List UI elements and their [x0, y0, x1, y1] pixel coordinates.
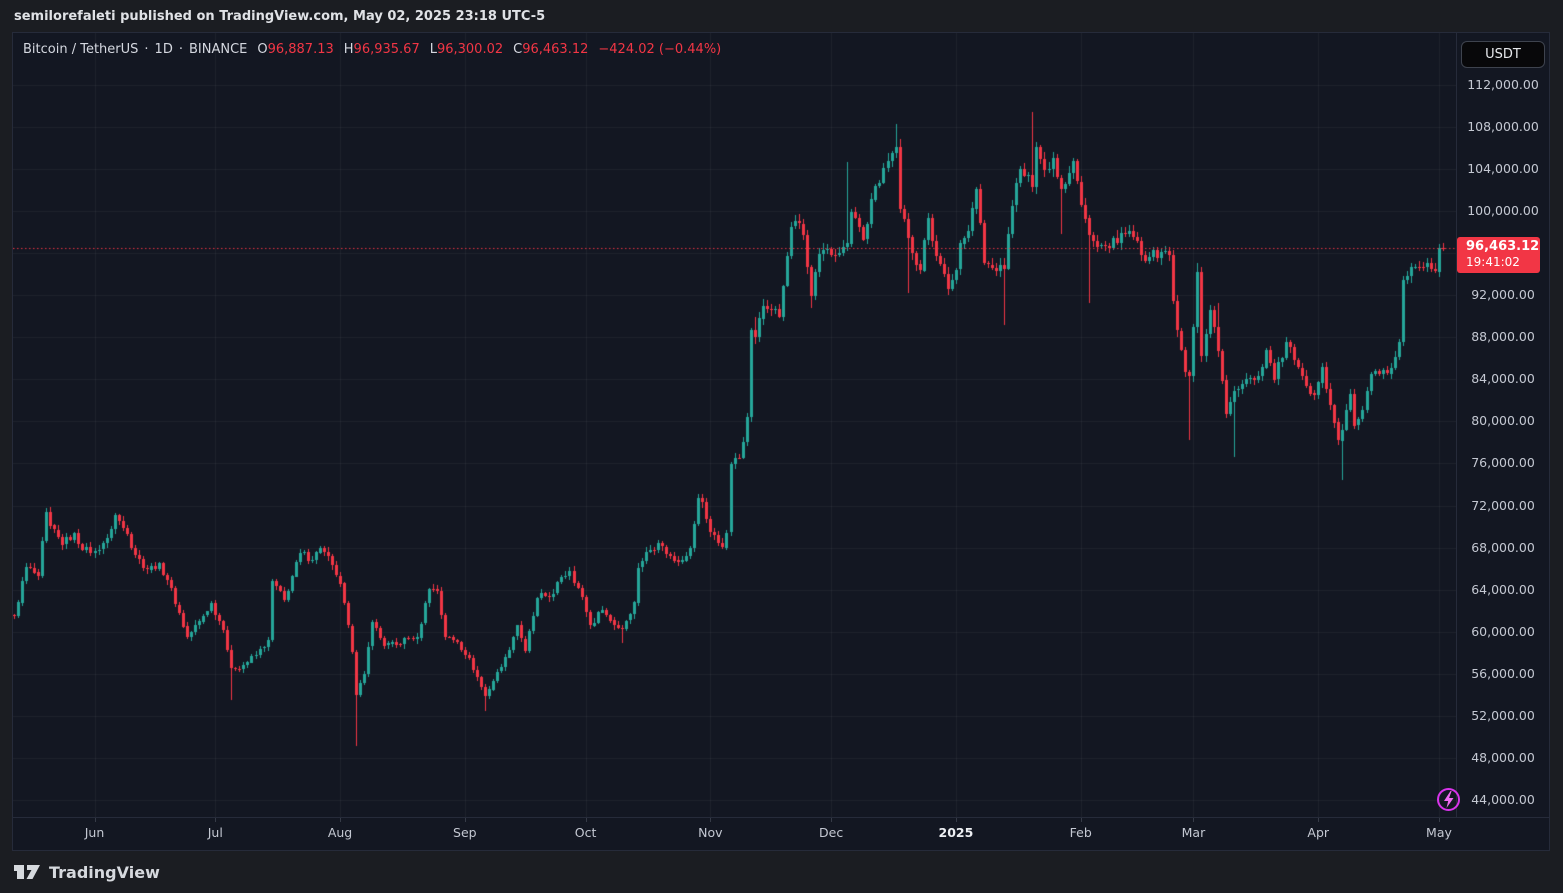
legend-separator: · [144, 42, 149, 57]
legend-exchange: BINANCE [188, 42, 248, 57]
price-axis-label: 84,000.00 [1471, 371, 1535, 387]
time-axis-label: May [1426, 825, 1452, 840]
time-axis-label: 2025 [938, 825, 974, 840]
tradingview-logo-text: TradingView [49, 862, 160, 882]
last-price-value: 96,463.12 [1466, 239, 1540, 255]
time-axis-label: Jul [207, 825, 223, 840]
time-axis-label: Mar [1181, 825, 1206, 840]
time-axis-tick [215, 818, 216, 822]
price-axis-label: 92,000.00 [1471, 287, 1535, 303]
time-axis-tick [95, 818, 96, 822]
price-axis-label: 44,000.00 [1471, 792, 1535, 808]
time-axis-label: Feb [1069, 825, 1092, 840]
legend-close: C96,463.12 [513, 42, 589, 57]
countdown-timer: 19:41:02 [1466, 255, 1520, 270]
price-axis-label: 68,000.00 [1471, 539, 1535, 555]
time-axis-tick [1318, 818, 1319, 822]
price-axis-label: 88,000.00 [1471, 329, 1535, 345]
time-axis-tick [465, 818, 466, 822]
currency-toggle-button[interactable]: USDT [1461, 41, 1545, 68]
legend-separator: · [178, 42, 183, 57]
legend-change: −424.02 (−0.44%) [598, 42, 722, 57]
price-axis[interactable]: USDT 112,000.00 108,000.00 104,000.00 100,0… [1456, 33, 1549, 817]
price-axis-label: 112,000.00 [1467, 76, 1539, 92]
time-axis[interactable]: Jun Jul Aug Sep Oct Nov Dec 2025 Feb Mar Apr May [13, 817, 1549, 850]
price-axis-label: 64,000.00 [1471, 581, 1535, 597]
legend-symbol[interactable]: Bitcoin / TetherUS [23, 42, 139, 57]
time-axis-label: Aug [327, 825, 353, 840]
time-axis-tick [586, 818, 587, 822]
time-axis-label: Oct [574, 825, 597, 840]
publish-info-text: semilorefaleti published on TradingView.… [14, 8, 546, 24]
legend-low: L96,300.02 [429, 42, 504, 57]
price-axis-label: 80,000.00 [1471, 413, 1535, 429]
chart-window: Bitcoin / TetherUS · 1D · BINANCE O96,88… [12, 32, 1550, 851]
legend-interval[interactable]: 1D [154, 42, 173, 57]
last-price-badge: 96,463.12 19:41:02 [1457, 237, 1540, 274]
time-axis-tick [1439, 818, 1440, 822]
time-axis-tick [831, 818, 832, 822]
price-axis-label: 60,000.00 [1471, 623, 1535, 639]
publish-info-bar: semilorefaleti published on TradingView.… [0, 0, 1563, 32]
time-axis-label: Apr [1307, 825, 1330, 840]
price-axis-label: 52,000.00 [1471, 707, 1535, 723]
tradingview-logo[interactable]: TradingView [13, 860, 160, 884]
time-axis-label: Jun [84, 825, 105, 840]
price-axis-label: 48,000.00 [1471, 750, 1535, 766]
time-axis-tick [1081, 818, 1082, 822]
price-axis-label: 108,000.00 [1467, 118, 1539, 134]
time-axis-tick [710, 818, 711, 822]
legend-open: O96,887.13 [257, 42, 334, 57]
time-axis-tick [1193, 818, 1194, 822]
boost-lightning-icon[interactable] [1435, 786, 1462, 813]
price-axis-label: 100,000.00 [1467, 202, 1539, 218]
time-axis-label: Nov [698, 825, 723, 840]
price-axis-label: 56,000.00 [1471, 665, 1535, 681]
chart-legend: Bitcoin / TetherUS · 1D · BINANCE O96,88… [23, 42, 721, 57]
legend-high: H96,935.67 [343, 42, 420, 57]
candlestick-canvas[interactable] [13, 33, 1456, 817]
tradingview-logo-icon [13, 860, 41, 884]
price-axis-label: 76,000.00 [1471, 455, 1535, 471]
bottom-bar: TradingView [0, 851, 1563, 893]
price-axis-label: 72,000.00 [1471, 497, 1535, 513]
price-axis-label: 104,000.00 [1467, 160, 1539, 176]
time-axis-tick [340, 818, 341, 822]
chart-pane: Bitcoin / TetherUS · 1D · BINANCE O96,88… [13, 33, 1460, 817]
time-axis-label: Dec [819, 825, 844, 840]
time-axis-label: Sep [453, 825, 477, 840]
time-axis-tick [956, 818, 957, 822]
